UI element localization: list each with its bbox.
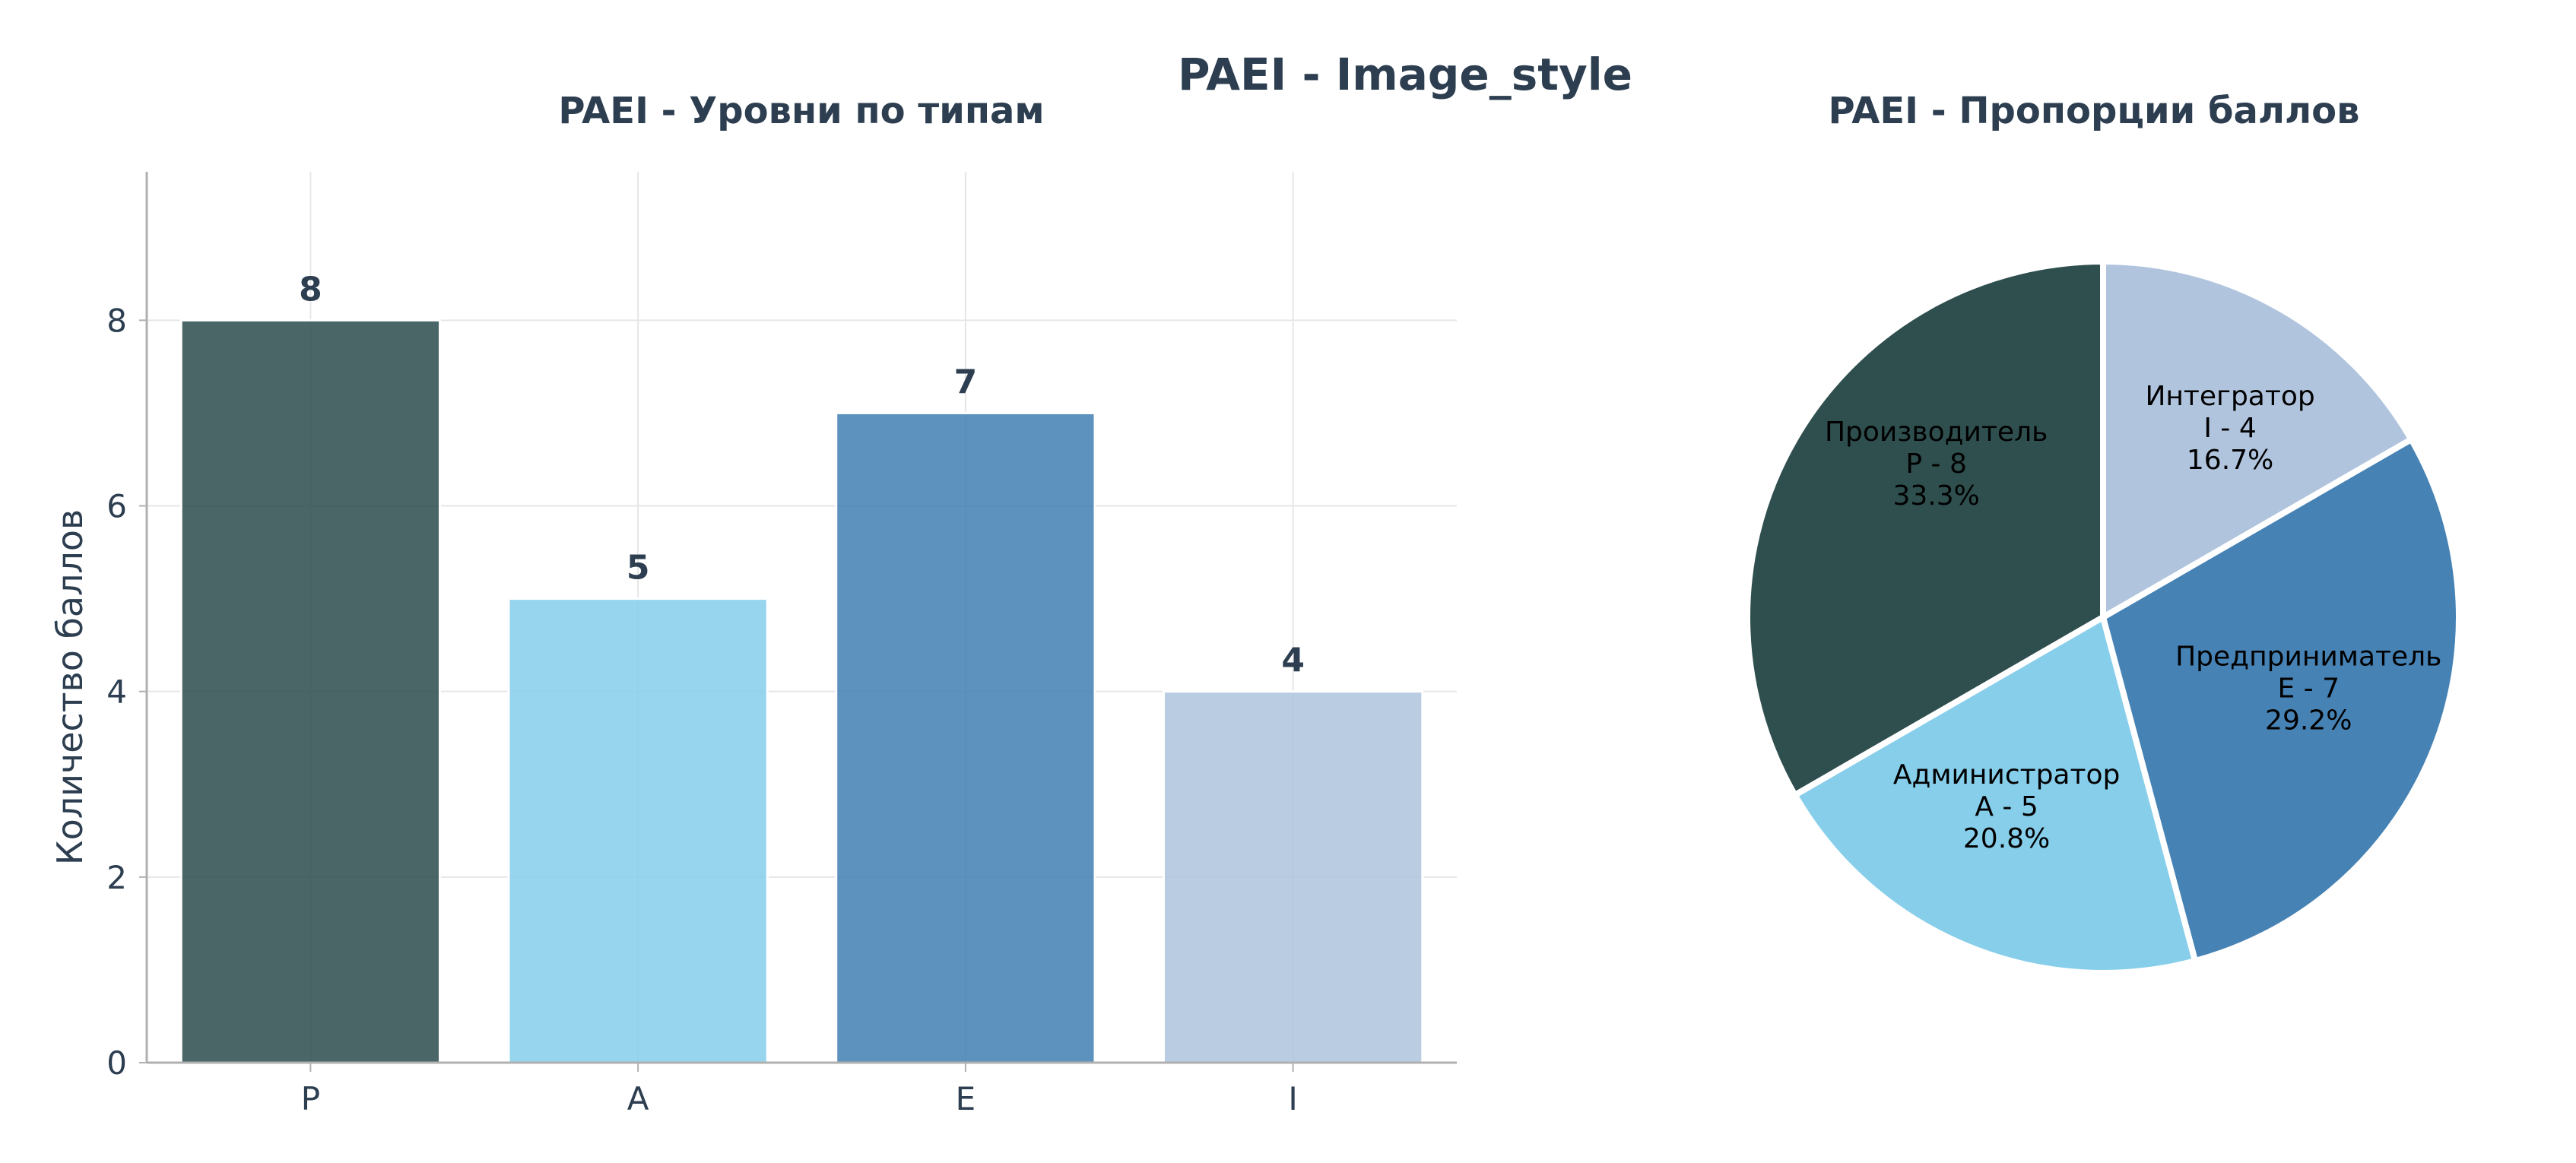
pie-slices: [1744, 258, 2462, 976]
pie-slice-label: Предприниматель E - 7 29.2%: [2175, 642, 2441, 737]
figure-title: PAEI - Image_style: [1178, 49, 1632, 100]
pie-chart-title: PAEI - Пропорции баллов: [1828, 90, 2359, 132]
pie-slice-label: Интегратор I - 4 16.7%: [2145, 381, 2314, 476]
pie-label-short: A - 5: [1975, 791, 2038, 822]
bar-data-labels: 8 5 7 4: [299, 270, 1305, 680]
pie-slice-I: [2100, 258, 2415, 620]
x-tick-label: P: [301, 1080, 320, 1117]
x-tick-label: A: [627, 1080, 649, 1117]
bar-value-label: 4: [1281, 642, 1305, 680]
x-tick-label: I: [1288, 1080, 1297, 1117]
bar-E: [835, 411, 1096, 1064]
pie-slice-label: Производитель P - 8 33.3%: [1825, 417, 2048, 512]
pie-label-short: P - 8: [1905, 448, 1967, 480]
bar-P: [179, 318, 442, 1064]
bar-value-label: 8: [299, 270, 322, 309]
bar-value-label: 7: [954, 363, 978, 401]
pie-label-pct: 20.8%: [1963, 823, 2050, 854]
bar-chart-title: PAEI - Уровни по типам: [558, 90, 1044, 132]
bar-series: [179, 318, 1424, 1064]
pie-slice-P: [1744, 258, 2106, 798]
pie-label-label: Производитель: [1825, 417, 2048, 448]
pie-label-pct: 33.3%: [1892, 480, 1979, 512]
pie-label-label: Предприниматель: [2175, 642, 2441, 673]
pie-label-pct: 29.2%: [2265, 705, 2352, 737]
pie-label-short: E - 7: [2277, 673, 2340, 705]
bar-ticks: 0 2 4 6 8 P A E I: [106, 302, 1298, 1117]
x-tick-label: E: [956, 1080, 976, 1117]
bar-I: [1162, 690, 1424, 1064]
y-axis-label: Количество баллов: [49, 509, 90, 865]
pie-slice-E: [2100, 436, 2462, 965]
pie-slice-A: [1791, 614, 2199, 976]
y-tick-label: 0: [106, 1044, 127, 1082]
y-tick-label: 6: [106, 488, 127, 525]
y-tick-label: 4: [106, 673, 127, 711]
bar-A: [507, 597, 769, 1064]
pie-slice-label: Администратор A - 5 20.8%: [1893, 759, 2121, 854]
bar-chart: PAEI - Уровни по типам 0 2 4 6 8 P A E I 8 5 7 4 Ко…: [49, 90, 1457, 1117]
y-tick-label: 2: [106, 859, 127, 896]
pie-label-label: Администратор: [1893, 759, 2121, 791]
pie-label-pct: 16.7%: [2187, 445, 2273, 476]
pie-label-label: Интегратор: [2145, 381, 2314, 412]
pie-chart: PAEI - Пропорции баллов Производитель P -…: [1744, 90, 2462, 976]
pie-label-short: I - 4: [2203, 413, 2256, 444]
pie-labels: Производитель P - 8 33.3% Администратор A - …: [1825, 381, 2441, 854]
bar-value-label: 5: [627, 549, 650, 588]
y-tick-label: 8: [106, 302, 127, 339]
